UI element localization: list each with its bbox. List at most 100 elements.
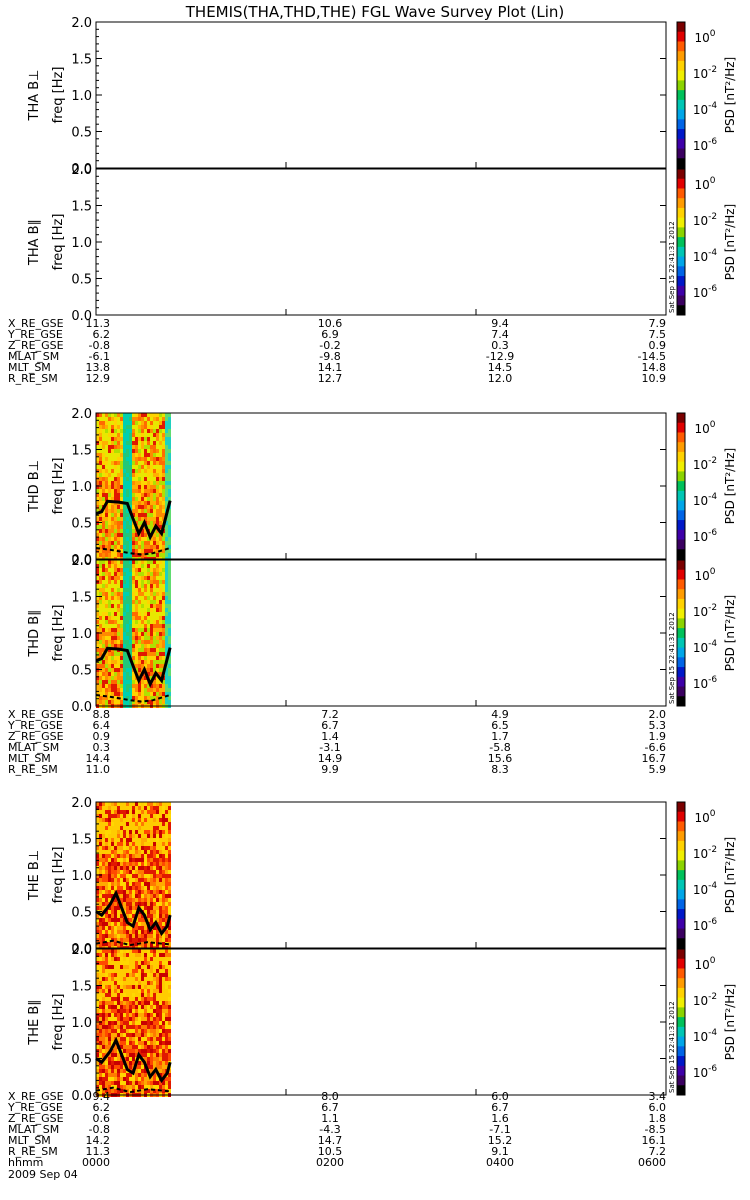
time-tick-label: 0600 (638, 1156, 666, 1169)
spectrogram-cell (99, 465, 102, 469)
spectrogram-cell (153, 560, 156, 564)
spectrogram-cell (123, 580, 126, 584)
spectrogram-cell (168, 445, 171, 449)
spectrogram-cell (117, 489, 120, 493)
spectrogram-cell (159, 1009, 162, 1013)
spectrogram-cell (135, 1053, 138, 1057)
spectrogram-cell (168, 696, 171, 700)
spectrogram-cell (135, 1049, 138, 1053)
spectrogram-cell (150, 1053, 153, 1057)
spectrogram-cell (132, 1077, 135, 1081)
colorbar-swatch (677, 1026, 685, 1038)
spectrogram-cell (117, 684, 120, 688)
spectrogram-cell (168, 417, 171, 421)
spectrogram-cell (138, 1045, 141, 1049)
spectrogram-cell (117, 644, 120, 648)
spectrogram-cell (141, 425, 144, 429)
spectrogram-cell (129, 818, 132, 822)
spectrogram-cell (153, 942, 156, 946)
spectrogram-cell (168, 612, 171, 616)
spectrogram-cell (132, 969, 135, 973)
spectrogram-cell (165, 1017, 168, 1021)
spectrogram-cell (153, 493, 156, 497)
spectrogram-cell (129, 862, 132, 866)
spectrogram-cell (105, 949, 108, 953)
spectrogram-cell (165, 485, 168, 489)
spectrogram-cell (168, 441, 171, 445)
spectrogram-cell (105, 664, 108, 668)
spectrogram-cell (111, 985, 114, 989)
spectrogram-cell (105, 560, 108, 564)
spectrogram-cell (120, 818, 123, 822)
ephemeris-name: Z_RE_GSE (8, 730, 64, 743)
spectrogram-cell (99, 1089, 102, 1093)
spectrogram-cell (96, 465, 99, 469)
spectrogram-cell (120, 568, 123, 572)
spectrogram-cell (165, 588, 168, 592)
spectrogram-cell (156, 826, 159, 830)
spectrogram-cell (138, 600, 141, 604)
spectrogram-cell (144, 961, 147, 965)
spectrogram-cell (123, 926, 126, 930)
spectrogram-cell (96, 814, 99, 818)
spectrogram-cell (150, 457, 153, 461)
spectrogram-cell (150, 576, 153, 580)
spectrogram-cell (138, 509, 141, 513)
spectrogram-cell (114, 636, 117, 640)
spectrogram-cell (126, 949, 129, 953)
spectrogram-cell (108, 688, 111, 692)
spectrogram-cell (135, 1037, 138, 1041)
spectrogram-cell (123, 977, 126, 981)
spectrogram-cell (165, 628, 168, 632)
colorbar-swatch (677, 80, 685, 91)
spectrogram-cell (153, 1049, 156, 1053)
spectrogram-cell (108, 469, 111, 473)
spectrogram-cell (165, 445, 168, 449)
spectrogram-cell (117, 870, 120, 874)
spectrogram-cell (102, 437, 105, 441)
spectrogram-cell (123, 668, 126, 672)
spectrogram-cell (129, 533, 132, 537)
spectrogram-cell (153, 628, 156, 632)
spectrogram-cell (150, 826, 153, 830)
spectrogram-cell (108, 1061, 111, 1065)
spectrogram-cell (111, 644, 114, 648)
spectrogram-cell (99, 505, 102, 509)
spectrogram-cell (162, 822, 165, 826)
spectrogram-cell (108, 866, 111, 870)
spectrogram-cell (141, 592, 144, 596)
spectrogram-cell (138, 417, 141, 421)
spectrogram-cell (99, 1009, 102, 1013)
spectrogram-cell (165, 477, 168, 481)
spectrogram-cell (150, 445, 153, 449)
spectrogram-cell (144, 437, 147, 441)
spectrogram-cell (129, 449, 132, 453)
spectrogram-cell (159, 640, 162, 644)
spectrogram-cell (120, 981, 123, 985)
spectrogram-cell (114, 926, 117, 930)
spectrogram-cell (114, 830, 117, 834)
spectrogram-cell (153, 914, 156, 918)
spectrogram-cell (120, 1029, 123, 1033)
spectrogram-cell (144, 886, 147, 890)
spectrogram-cell (102, 632, 105, 636)
spectrogram-cell (162, 894, 165, 898)
spectrogram-cell (150, 549, 153, 553)
spectrogram-cell (147, 497, 150, 501)
spectrogram-cell (141, 1013, 144, 1017)
spectrogram-cell (135, 417, 138, 421)
spectrogram-cell (99, 513, 102, 517)
spectrogram-cell (135, 1013, 138, 1017)
spectrogram-cell (141, 497, 144, 501)
spectrogram-cell (132, 692, 135, 696)
spectrogram-cell (159, 826, 162, 830)
spectrogram-cell (117, 636, 120, 640)
spectrogram-cell (141, 1049, 144, 1053)
spectrogram-cell (165, 604, 168, 608)
spectrogram-cell (132, 580, 135, 584)
spectrogram-cell (117, 429, 120, 433)
spectrogram-cell (108, 810, 111, 814)
spectrogram-cell (141, 513, 144, 517)
spectrogram-cell (117, 564, 120, 568)
spectrogram-cell (129, 648, 132, 652)
